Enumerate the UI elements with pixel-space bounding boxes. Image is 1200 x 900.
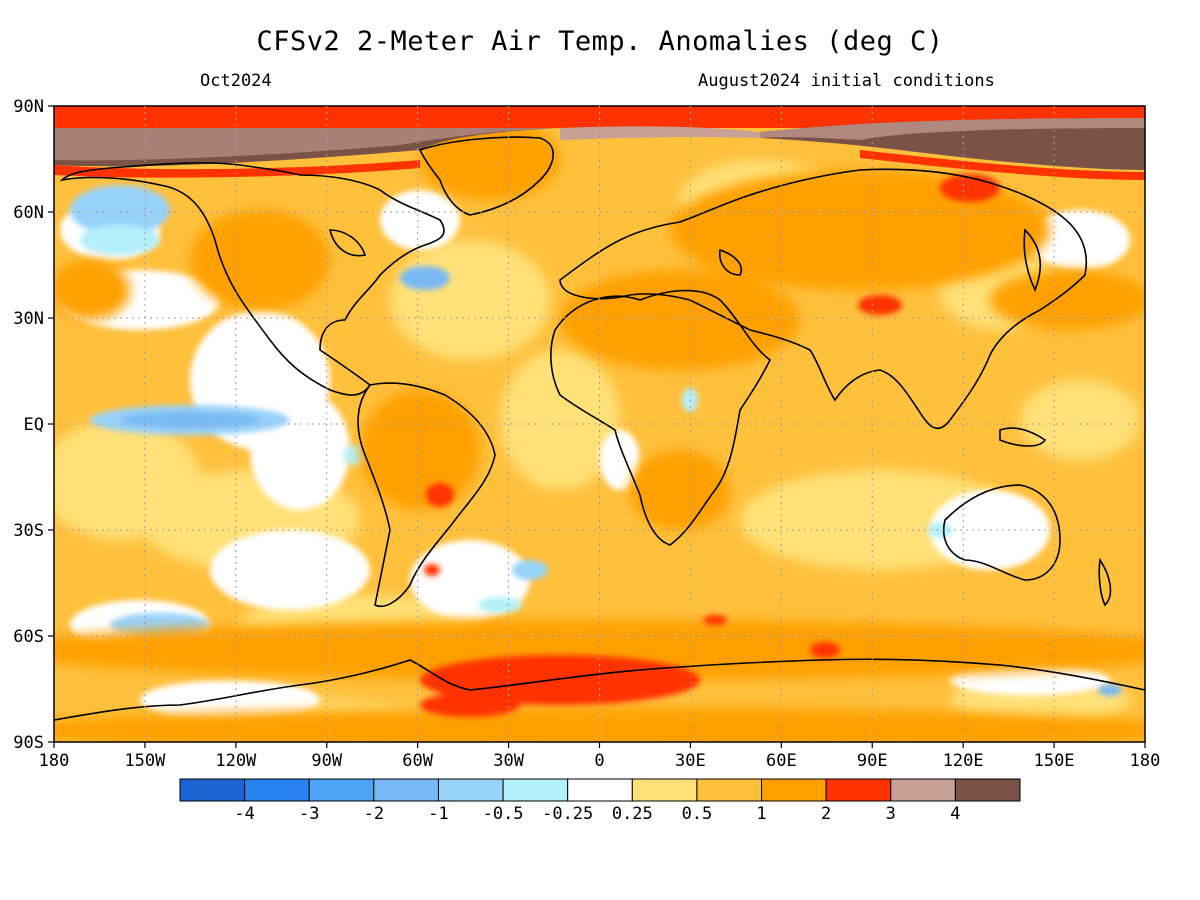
lon-label: 150W [124,751,166,771]
colorbar-tick-label: 0.5 [682,804,713,824]
lat-label: 30S [13,521,44,541]
lon-label: 0 [594,751,604,771]
lon-label: 60W [402,751,433,771]
arctic-hot-band [54,106,1145,128]
colorbar-tick-label: 4 [950,804,960,824]
lon-label: 90E [857,751,888,771]
colorbar-tick-label: 1 [756,804,766,824]
colorbar-swatch [308,778,375,802]
lat-label: 30N [13,309,44,329]
lon-label: 90W [311,751,342,771]
colorbar-tick-label: 3 [886,804,896,824]
colorbar-tick-label: -3 [299,804,319,824]
arctic-rose-band [560,126,760,140]
colorbar-tick-label: -0.25 [542,804,593,824]
lon-label: 60E [766,751,797,771]
lon-label: 150E [1034,751,1075,771]
colorbar-swatch [373,778,439,802]
colorbar-tick-label: -4 [234,804,254,824]
graticule [48,105,1146,748]
colorbar-tick-label: 0.25 [612,804,653,824]
colorbar-tick-label: -1 [428,804,448,824]
lat-label: 90N [13,97,44,117]
colorbar-tick-label: -0.5 [483,804,524,824]
lat-label: 90S [13,733,44,753]
colorbar-tick-label: -2 [364,804,384,824]
lon-label: 180 [39,751,70,771]
lat-label: 60S [13,627,44,647]
colorbar-swatch [761,778,827,802]
valid-month-label: Oct2024 [200,71,272,91]
initial-conditions-label: August2024 initial conditions [698,71,995,91]
coastlines [54,136,1145,721]
colorbar: -4 -3 -2 -1 -0.5 -0.25 0.25 0.5 1 2 3 4 [179,778,1021,824]
lon-label: 180 [1130,751,1161,771]
lon-label: 30W [493,751,524,771]
colorbar-swatch [825,778,892,802]
longitude-labels: 180 150W 120W 90W 60W 30W 0 30E 60E 90E 120E 150E 18… [39,751,1161,771]
chart-title: CFSv2 2-Meter Air Temp. Anomalies (deg C… [256,26,944,57]
colorbar-swatch [437,778,504,802]
colorbar-swatch [696,778,763,802]
colorbar-swatch [179,778,246,802]
colorbar-swatch [502,778,569,802]
colorbar-swatch [890,778,956,802]
colorbar-swatch [244,778,310,802]
colorbar-swatch [567,778,633,802]
lat-label: 60N [13,203,44,223]
colorbar-swatch [631,778,698,802]
colorbar-tick-label: 2 [821,804,831,824]
lon-label: 30E [675,751,706,771]
colorbar-swatch [954,778,1021,802]
latitude-labels: 90N 60N 30N EQ 30S 60S 90S [13,97,44,753]
cool-patches [70,185,1122,696]
lon-label: 120E [943,751,984,771]
lon-label: 120W [215,751,257,771]
lat-label: EQ [24,415,44,435]
